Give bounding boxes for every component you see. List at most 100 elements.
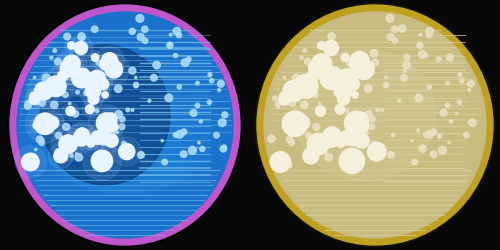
Circle shape <box>293 115 296 118</box>
Circle shape <box>372 59 378 66</box>
Circle shape <box>426 32 432 38</box>
Circle shape <box>196 103 200 108</box>
Circle shape <box>318 102 321 105</box>
Circle shape <box>66 106 75 116</box>
Circle shape <box>354 160 361 168</box>
Circle shape <box>446 81 449 85</box>
Circle shape <box>344 92 346 95</box>
Circle shape <box>411 140 414 142</box>
Circle shape <box>137 34 144 40</box>
Ellipse shape <box>50 109 200 193</box>
Circle shape <box>34 113 56 134</box>
Circle shape <box>438 134 442 138</box>
Circle shape <box>26 88 42 104</box>
Circle shape <box>282 111 308 136</box>
Circle shape <box>33 154 36 157</box>
Circle shape <box>25 90 44 109</box>
Circle shape <box>364 62 370 67</box>
Circle shape <box>115 110 122 118</box>
Circle shape <box>366 131 368 134</box>
Circle shape <box>352 92 358 98</box>
Circle shape <box>60 60 78 77</box>
Circle shape <box>68 122 96 149</box>
Circle shape <box>38 68 74 105</box>
Circle shape <box>412 159 418 165</box>
Circle shape <box>86 83 100 98</box>
Circle shape <box>420 33 422 36</box>
Circle shape <box>337 69 357 89</box>
Circle shape <box>105 134 118 147</box>
Circle shape <box>96 60 102 65</box>
Circle shape <box>173 28 180 35</box>
Circle shape <box>304 58 311 65</box>
Circle shape <box>176 130 184 138</box>
Circle shape <box>313 124 320 130</box>
Circle shape <box>384 82 388 87</box>
Circle shape <box>44 84 48 89</box>
Circle shape <box>134 84 138 88</box>
Circle shape <box>88 70 106 88</box>
Circle shape <box>460 78 464 83</box>
Circle shape <box>98 79 109 90</box>
Circle shape <box>280 92 288 101</box>
Circle shape <box>303 49 306 52</box>
Circle shape <box>196 81 199 85</box>
Circle shape <box>100 89 111 101</box>
Circle shape <box>368 142 386 161</box>
Circle shape <box>34 148 37 151</box>
Circle shape <box>54 58 61 65</box>
Circle shape <box>426 28 434 36</box>
Circle shape <box>354 133 369 148</box>
Circle shape <box>153 61 160 69</box>
Circle shape <box>88 105 125 142</box>
Circle shape <box>91 150 112 172</box>
Circle shape <box>95 54 116 75</box>
Ellipse shape <box>294 49 436 181</box>
Circle shape <box>326 153 328 155</box>
Circle shape <box>38 140 44 145</box>
Circle shape <box>64 60 99 96</box>
Circle shape <box>390 153 393 156</box>
Circle shape <box>431 129 436 135</box>
Circle shape <box>126 108 130 112</box>
Circle shape <box>220 146 226 152</box>
Circle shape <box>82 101 98 117</box>
Circle shape <box>82 63 113 95</box>
Ellipse shape <box>61 124 189 194</box>
Circle shape <box>167 42 173 48</box>
Circle shape <box>86 139 95 147</box>
Circle shape <box>165 94 172 102</box>
Circle shape <box>419 145 426 152</box>
Circle shape <box>448 142 450 144</box>
Circle shape <box>360 123 368 131</box>
Circle shape <box>440 110 447 116</box>
Circle shape <box>334 91 338 96</box>
Circle shape <box>92 76 98 82</box>
Circle shape <box>161 140 164 142</box>
Circle shape <box>114 62 119 67</box>
Circle shape <box>29 94 40 104</box>
Circle shape <box>458 73 462 76</box>
Circle shape <box>354 59 374 80</box>
Circle shape <box>102 92 108 98</box>
Circle shape <box>190 110 197 116</box>
Circle shape <box>92 54 99 61</box>
Circle shape <box>309 58 328 78</box>
Circle shape <box>134 76 137 78</box>
Circle shape <box>96 109 99 113</box>
Circle shape <box>286 162 292 168</box>
Circle shape <box>67 124 96 152</box>
Circle shape <box>86 126 110 150</box>
Circle shape <box>458 100 462 104</box>
Ellipse shape <box>28 80 222 190</box>
Circle shape <box>338 93 349 105</box>
Circle shape <box>384 76 387 78</box>
Circle shape <box>170 33 172 36</box>
Circle shape <box>33 122 41 129</box>
Circle shape <box>25 101 31 107</box>
Circle shape <box>334 82 352 100</box>
Circle shape <box>56 149 61 154</box>
Circle shape <box>318 42 325 49</box>
Circle shape <box>162 159 168 165</box>
Circle shape <box>438 146 446 154</box>
